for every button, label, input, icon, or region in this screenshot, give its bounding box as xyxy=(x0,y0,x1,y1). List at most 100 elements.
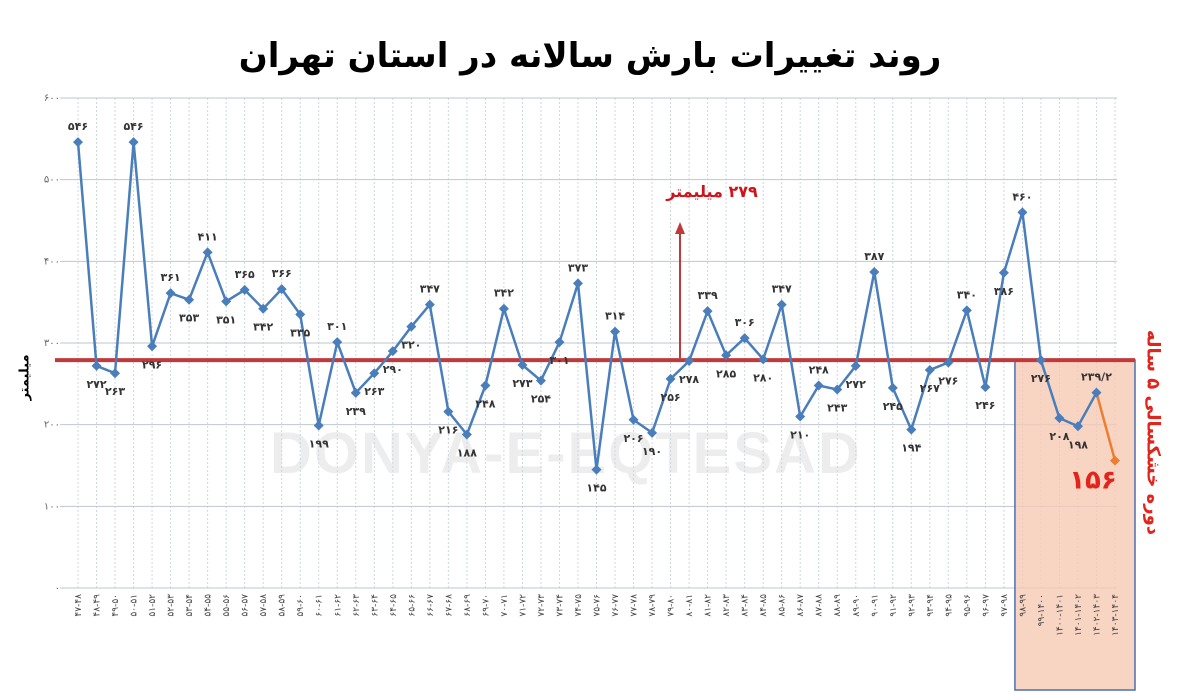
x-tick-label: ۷۷-۷۸ xyxy=(630,594,640,617)
data-point xyxy=(295,309,306,320)
data-point xyxy=(535,375,546,386)
x-tick-label: ۹۹-۱۴۰۰ xyxy=(1037,594,1047,626)
data-label: ۲۷۶ xyxy=(1031,372,1051,385)
data-point xyxy=(202,247,213,258)
data-label: ۲۴۶ xyxy=(975,399,995,412)
data-label: ۴۱۱ xyxy=(198,230,218,243)
y-axis-ticks: ۰ ۱۰۰ ۲۰۰ ۳۰۰ ۴۰۰ ۵۰۰ ۶۰۰ xyxy=(44,93,60,594)
data-label: ۱۴۵ xyxy=(586,482,606,495)
x-tick-label: ۶۹-۷۰ xyxy=(481,594,491,617)
drought-shade xyxy=(1014,359,1136,691)
data-label: ۳۵۱ xyxy=(216,313,236,326)
chart-title: روند تغییرات بارش سالانه در استان تهران xyxy=(238,36,942,76)
x-tick-label: ۵۸-۵۹ xyxy=(278,594,288,617)
grid-lines xyxy=(60,97,1117,589)
data-label: ۵۴۶ xyxy=(123,120,143,133)
data-point xyxy=(869,266,880,277)
x-tick-label: ۶۳-۶۴ xyxy=(370,594,380,617)
data-point xyxy=(776,299,787,310)
data-label: ۳۴۰ xyxy=(957,288,977,301)
data-point xyxy=(73,137,83,148)
data-point xyxy=(1072,421,1083,432)
data-label: ۳۴۷ xyxy=(772,283,792,296)
series-line-last-segment xyxy=(1095,392,1117,461)
data-point xyxy=(110,368,121,379)
y-tick-label: ۶۰۰ xyxy=(44,93,60,104)
x-tick-label: ۵۰-۵۱ xyxy=(130,594,140,617)
x-tick-label: ۵۷-۵۸ xyxy=(259,594,269,617)
data-point xyxy=(480,380,491,391)
y-tick-label: ۱۰۰ xyxy=(44,501,60,512)
data-point xyxy=(461,429,472,440)
data-point xyxy=(572,278,583,289)
data-point xyxy=(998,267,1009,278)
data-point xyxy=(813,380,824,391)
data-point xyxy=(887,382,898,393)
data-label: ۳۸۶ xyxy=(994,285,1014,298)
data-point xyxy=(832,384,843,395)
x-tick-label: ۱۴۰۲-۱۴۰۳ xyxy=(1092,594,1102,636)
x-tick-label: ۶۸-۶۹ xyxy=(463,594,473,617)
x-tick-label: ۴۸-۴۹ xyxy=(93,594,103,617)
data-point xyxy=(369,368,380,379)
data-point xyxy=(1110,455,1120,466)
data-label: ۲۸۵ xyxy=(716,367,736,380)
x-tick-label: ۶۵-۶۶ xyxy=(407,594,417,617)
data-label: ۲۴۸ xyxy=(475,397,495,410)
data-point xyxy=(1054,413,1065,424)
x-tick-label: ۸۰-۸۱ xyxy=(685,594,695,617)
data-point xyxy=(276,284,287,295)
x-tick-label: ۵۲-۵۳ xyxy=(167,594,177,617)
data-point xyxy=(1017,207,1028,218)
x-tick-label: ۹۰-۹۱ xyxy=(870,594,880,617)
data-label: ۳۶۶ xyxy=(272,267,292,280)
data-label: ۳۶۱ xyxy=(161,271,181,284)
data-label: ۲۵۶ xyxy=(660,391,680,404)
data-label: ۲۰۶ xyxy=(623,432,643,445)
data-label: ۱۸۸ xyxy=(457,446,477,459)
data-point xyxy=(554,337,565,348)
x-tick-label: ۸۹-۹۰ xyxy=(852,594,862,617)
x-tick-label: ۵۶-۵۷ xyxy=(241,594,251,617)
x-tick-label: ۷۵-۷۶ xyxy=(593,594,603,617)
data-label: ۲۹۶ xyxy=(142,358,162,371)
x-tick-label: ۴۹-۵۰ xyxy=(111,594,121,617)
x-tick-label: ۵۹-۶۰ xyxy=(296,594,306,617)
x-tick-label: ۸۶-۸۷ xyxy=(796,594,806,617)
x-tick-label: ۶۲-۶۳ xyxy=(352,594,362,617)
data-point xyxy=(165,288,176,299)
x-tick-label: ۷۰-۷۱ xyxy=(500,594,510,617)
data-label: ۳۳۹ xyxy=(698,289,718,302)
x-tick-label: ۸۱-۸۲ xyxy=(704,594,714,617)
data-point xyxy=(610,326,621,337)
data-label: ۳۶۵ xyxy=(235,268,255,281)
data-label: ۲۰۸ xyxy=(1049,430,1069,443)
data-point xyxy=(443,406,454,417)
data-label: ۱۹۸ xyxy=(1068,438,1088,451)
x-tick-label: ۷۲-۷۳ xyxy=(537,594,547,617)
data-point xyxy=(1035,355,1046,366)
x-tick-label: ۷۱-۷۲ xyxy=(518,594,528,617)
data-label: ۳۲۰ xyxy=(401,339,421,352)
series-line xyxy=(76,141,1098,470)
drought-period-label: دوره خشکسالی ۵ ساله xyxy=(1142,329,1164,535)
data-label: ۴۶۰ xyxy=(1012,190,1032,203)
data-label: ۲۶۳ xyxy=(364,385,384,398)
data-point xyxy=(221,296,232,307)
data-point xyxy=(647,427,658,438)
x-tick-label: ۹۷-۹۸ xyxy=(1000,594,1010,617)
data-label: ۲۴۵ xyxy=(883,400,903,413)
data-label: ۲۸۰ xyxy=(753,371,773,384)
data-label: ۵۴۶ xyxy=(68,120,88,133)
data-label: ۲۷۶ xyxy=(938,375,958,388)
x-tick-label: ۹۴-۹۵ xyxy=(944,594,954,617)
data-point xyxy=(980,382,991,393)
data-label: ۳۴۲ xyxy=(494,287,514,300)
data-label: ۳۱۴ xyxy=(605,310,625,323)
data-point xyxy=(758,354,769,365)
average-line-group xyxy=(55,222,1135,363)
data-label: ۲۱۶ xyxy=(438,424,458,437)
x-tick-label: ۱۴۰۱-۱۴۰۲ xyxy=(1074,594,1084,636)
data-label: ۳۵۳ xyxy=(179,312,199,325)
x-tick-label: ۸۲-۸۳ xyxy=(722,594,732,617)
